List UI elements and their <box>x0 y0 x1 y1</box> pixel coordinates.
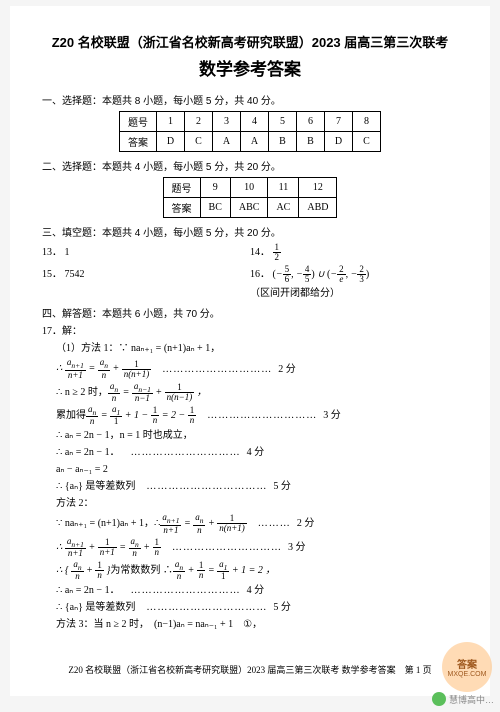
exam-header-line2: 数学参考答案 <box>42 55 458 80</box>
q17-num: 17．解： <box>42 324 458 339</box>
table-row: 题号 1 2 3 4 5 6 7 8 <box>120 112 381 132</box>
q17-step: ∵ naₙ₊₁ = (n+1)aₙ + 1，∴ an+1n+1 = ann + … <box>56 513 458 534</box>
ans-label-cell: 答案 <box>120 132 157 152</box>
q17-step: 累加得 ann = a11 + 1 − 1n = 2 − 1n ……………………… <box>56 405 458 426</box>
section1-label: 一、选择题：本题共 8 小题，每小题 5 分，共 40 分。 <box>42 92 458 107</box>
head-cell: 题号 <box>163 178 200 198</box>
section2-table: 题号 9 10 11 12 答案 BC ABC AC ABD <box>163 177 338 218</box>
wechat-icon <box>432 692 446 706</box>
q17-step: ∴ an+1n+1 + 1n+1 = ann + 1n ………………………… 3… <box>56 537 458 558</box>
section4-label: 四、解答题：本题共 6 小题，共 70 分。 <box>42 305 458 320</box>
watermark: 慧博高中… <box>432 692 494 706</box>
page-footer: Z20 名校联盟（浙江省名校新高考研究联盟）2023 届高三第三次联考 数学参考… <box>10 663 490 676</box>
q17-step: ∴ aₙ = 2n − 1． ………………………… 4 分 <box>56 445 458 460</box>
q17-step: ∴ aₙ = 2n − 1． ………………………… 4 分 <box>56 583 458 598</box>
q16: 16． (−56, −45) ∪ (−2e, −23) （区间开闭都给分） <box>250 265 458 299</box>
q17-step: ∴ an+1n+1 = ann + 1n(n+1) ………………………… 2 分 <box>56 358 458 379</box>
section1-table: 题号 1 2 3 4 5 6 7 8 答案 D C A A B B D C <box>119 111 381 152</box>
q17-m1: （1）方法 1：∵ naₙ₊₁ = (n+1)aₙ + 1， <box>56 341 458 356</box>
table-row: 答案 D C A A B B D C <box>120 132 381 152</box>
q17-step: ∴ {aₙ} 是等差数列 …………………………… 5 分 <box>56 600 458 615</box>
table-row: 答案 BC ABC AC ABD <box>163 198 337 218</box>
head-cell: 题号 <box>120 112 157 132</box>
badge-small: MXQE.COM <box>448 671 487 678</box>
badge-big: 答案 <box>457 656 477 671</box>
q17-step: ∴ n ≥ 2 时， ann = an−1n−1 + 1n(n−1) ， <box>56 382 458 403</box>
q17-m2: 方法 2： <box>56 496 458 511</box>
answer-badge: 答案 MXQE.COM <box>442 642 492 692</box>
ans-label-cell: 答案 <box>163 198 200 218</box>
q14: 14． 12 <box>250 243 458 262</box>
section2-label: 二、选择题：本题共 4 小题，每小题 5 分，共 20 分。 <box>42 158 458 173</box>
q17-step: ∴ { ann + 1n } 为常数数列 ∴ ann + 1n = a11 + … <box>56 560 458 581</box>
q15: 15． 7542 <box>42 265 250 299</box>
exam-header-line1: Z20 名校联盟（浙江省名校新高考研究联盟）2023 届高三第三次联考 <box>42 32 458 51</box>
q17-step: ∴ {aₙ} 是等差数列 …………………………… 5 分 <box>56 479 458 494</box>
section3-label: 三、填空题：本题共 4 小题，每小题 5 分，共 20 分。 <box>42 224 458 239</box>
q17-solution: 17．解： （1）方法 1：∵ naₙ₊₁ = (n+1)aₙ + 1， ∴ a… <box>42 324 458 632</box>
q17-step: aₙ − aₙ₋₁ = 2 <box>56 462 458 477</box>
q17-m3: 方法 3：当 n ≥ 2 时， (n−1)aₙ = naₙ₋₁ + 1 ①， <box>56 617 458 632</box>
q13: 13． 1 <box>42 243 250 262</box>
table-row: 题号 9 10 11 12 <box>163 178 337 198</box>
q17-step: ∴ aₙ = 2n − 1，n = 1 时也成立， <box>56 428 458 443</box>
